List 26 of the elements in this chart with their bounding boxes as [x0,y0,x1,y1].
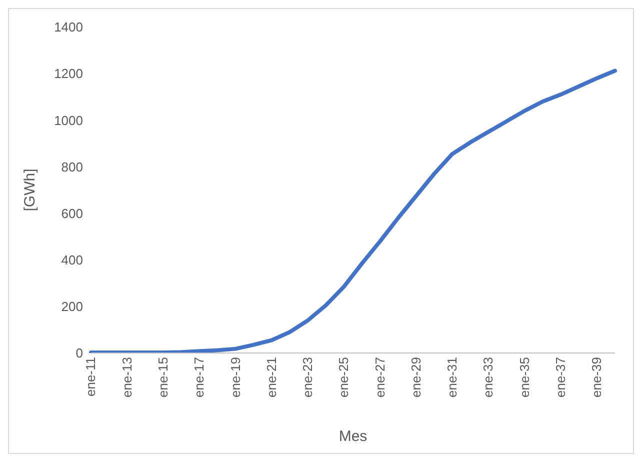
y-tick-label: 600 [61,206,83,221]
x-tick-label: ene-35 [516,357,532,398]
line-series [89,68,617,353]
x-tick-label: ene-13 [119,357,134,398]
y-tick-label: 200 [61,299,83,314]
x-tick-label: ene-37 [553,357,568,398]
y-tick-label: 1400 [54,20,83,35]
x-axis-title: Mes [338,428,368,445]
x-tick-label: ene-23 [300,357,316,398]
x-tick-label: ene-19 [228,357,243,398]
y-tick-label: 400 [61,252,83,268]
y-tick-label: 1200 [54,66,83,82]
y-tick-label: 0 [76,346,83,361]
y-axis-title: [GWh] [21,168,38,212]
x-tick-label: ene-17 [192,357,207,398]
x-tick-label: ene-25 [336,357,352,398]
x-tick-label: ene-21 [264,357,279,398]
x-tick-label: ene-29 [408,357,424,398]
y-tick-label: 1000 [54,112,83,128]
x-tick-label: ene-39 [589,357,604,398]
x-tick-label: ene-11 [83,357,98,397]
x-tick-label: ene-33 [480,357,496,398]
x-tick-label: ene-27 [372,357,388,398]
x-tick-label: ene-15 [156,357,171,398]
y-tick-label: 800 [61,159,83,174]
x-tick-label: ene-31 [444,357,460,398]
